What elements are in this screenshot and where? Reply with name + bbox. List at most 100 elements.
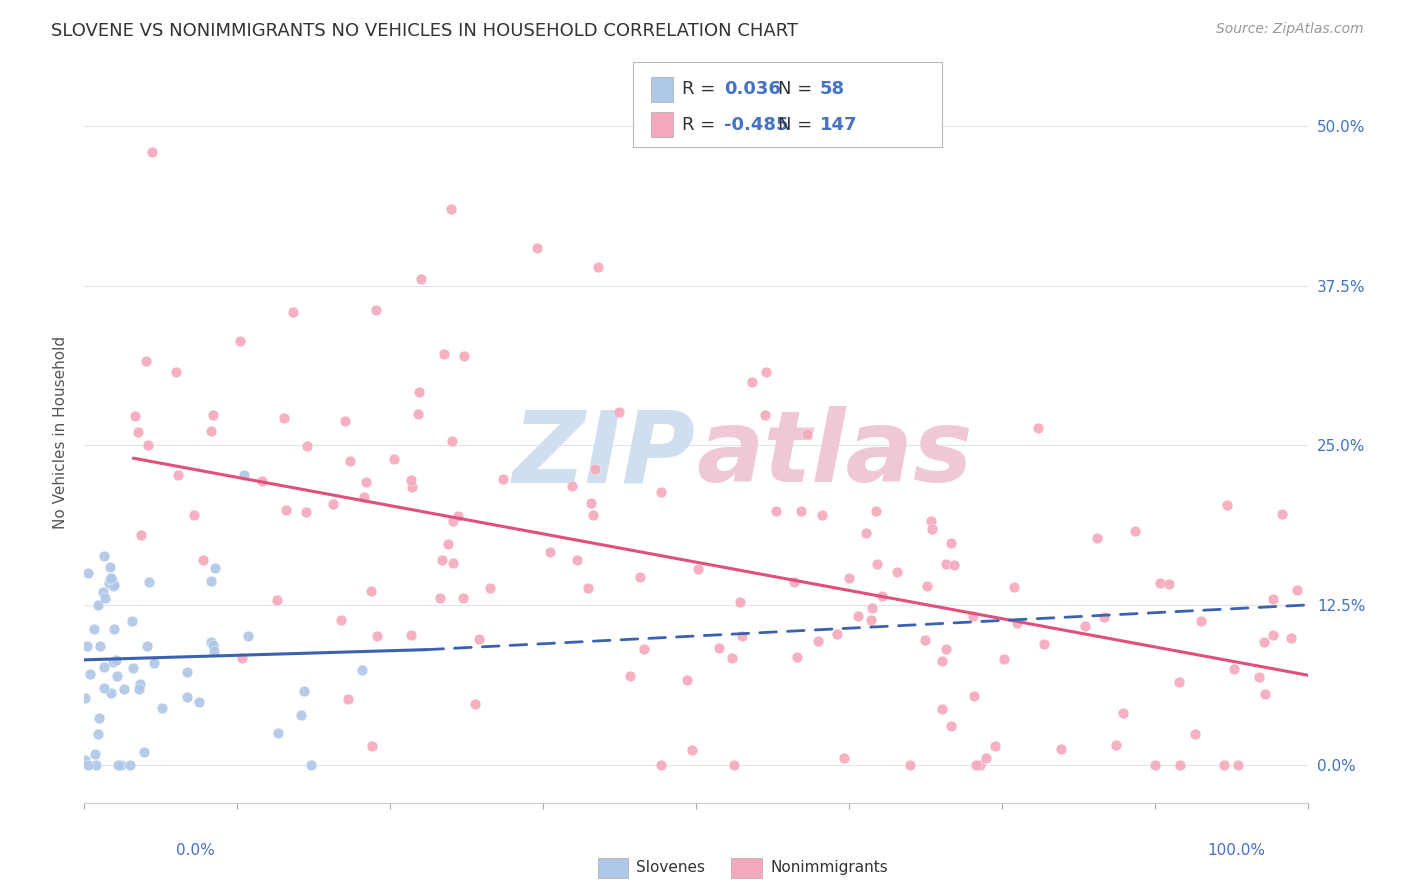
Point: [330, 613, 353, 627]
Point: [138, 574, 160, 589]
Point: [1285, 583, 1308, 598]
Point: [915, 579, 938, 593]
Point: [707, 640, 730, 655]
Point: [723, 757, 745, 772]
Point: [333, 414, 356, 428]
Point: [274, 503, 297, 517]
Point: [94, 591, 117, 605]
Point: [183, 508, 205, 523]
Point: [538, 545, 561, 559]
Point: [1005, 615, 1028, 630]
Point: [122, 661, 145, 675]
Point: [176, 690, 198, 704]
Point: [93, 681, 115, 695]
Point: [294, 505, 316, 519]
Point: [1026, 421, 1049, 435]
Point: [754, 408, 776, 422]
Point: [83, 747, 105, 761]
Point: [650, 757, 672, 772]
Point: [204, 561, 226, 575]
Point: [963, 689, 986, 703]
Text: Nonimmigrants: Nonimmigrants: [770, 861, 889, 875]
Point: [786, 650, 808, 665]
Point: [103, 623, 125, 637]
Point: [165, 365, 187, 379]
Point: [619, 669, 641, 683]
Point: [176, 665, 198, 679]
Point: [266, 593, 288, 607]
Point: [935, 558, 957, 572]
Point: [299, 757, 322, 772]
Point: [741, 375, 763, 389]
Point: [886, 566, 908, 580]
Point: [143, 656, 166, 670]
Point: [965, 757, 987, 772]
Point: [399, 473, 422, 487]
Point: [120, 757, 142, 772]
Point: [366, 302, 388, 317]
Point: [1125, 524, 1147, 538]
Point: [433, 347, 456, 361]
Point: [135, 354, 157, 368]
Point: [229, 334, 252, 348]
Text: R =: R =: [682, 80, 721, 98]
Point: [931, 701, 953, 715]
Point: [76, 639, 98, 653]
Text: Source: ZipAtlas.com: Source: ZipAtlas.com: [1216, 22, 1364, 37]
Point: [408, 385, 430, 400]
Point: [1168, 757, 1191, 772]
Point: [110, 757, 132, 772]
Point: [1149, 576, 1171, 591]
Point: [127, 425, 149, 439]
Point: [401, 480, 423, 494]
Point: [361, 739, 384, 753]
Point: [628, 570, 651, 584]
Point: [939, 536, 962, 550]
Point: [112, 681, 135, 696]
Point: [790, 504, 813, 518]
Point: [492, 472, 515, 486]
Point: [810, 508, 832, 522]
Point: [1226, 757, 1249, 772]
Point: [132, 745, 155, 759]
Point: [79, 666, 101, 681]
Point: [150, 700, 173, 714]
Point: [942, 558, 965, 572]
Point: [233, 468, 256, 483]
Point: [87, 711, 110, 725]
Point: [250, 474, 273, 488]
Point: [935, 641, 957, 656]
Point: [128, 677, 150, 691]
Point: [101, 655, 124, 669]
Point: [1074, 619, 1097, 633]
Point: [399, 628, 422, 642]
Text: 58: 58: [820, 80, 845, 98]
Point: [1167, 675, 1189, 690]
Point: [1184, 726, 1206, 740]
Point: [89, 640, 111, 654]
Point: [1261, 591, 1284, 606]
Point: [93, 660, 115, 674]
Point: [565, 553, 588, 567]
Point: [796, 427, 818, 442]
Point: [1112, 706, 1135, 721]
Point: [865, 504, 887, 518]
Point: [167, 468, 190, 483]
Point: [83, 623, 105, 637]
Point: [676, 673, 699, 687]
Point: [441, 514, 464, 528]
Point: [870, 589, 893, 603]
Point: [576, 582, 599, 596]
Point: [128, 682, 150, 697]
Point: [464, 697, 486, 711]
Point: [87, 726, 110, 740]
Point: [1157, 577, 1180, 591]
Point: [322, 497, 344, 511]
Point: [838, 571, 860, 585]
Point: [1261, 627, 1284, 641]
Y-axis label: No Vehicles in Household: No Vehicles in Household: [53, 336, 69, 529]
Point: [200, 574, 222, 588]
Point: [76, 566, 98, 580]
Point: [1032, 637, 1054, 651]
Point: [1085, 531, 1108, 545]
